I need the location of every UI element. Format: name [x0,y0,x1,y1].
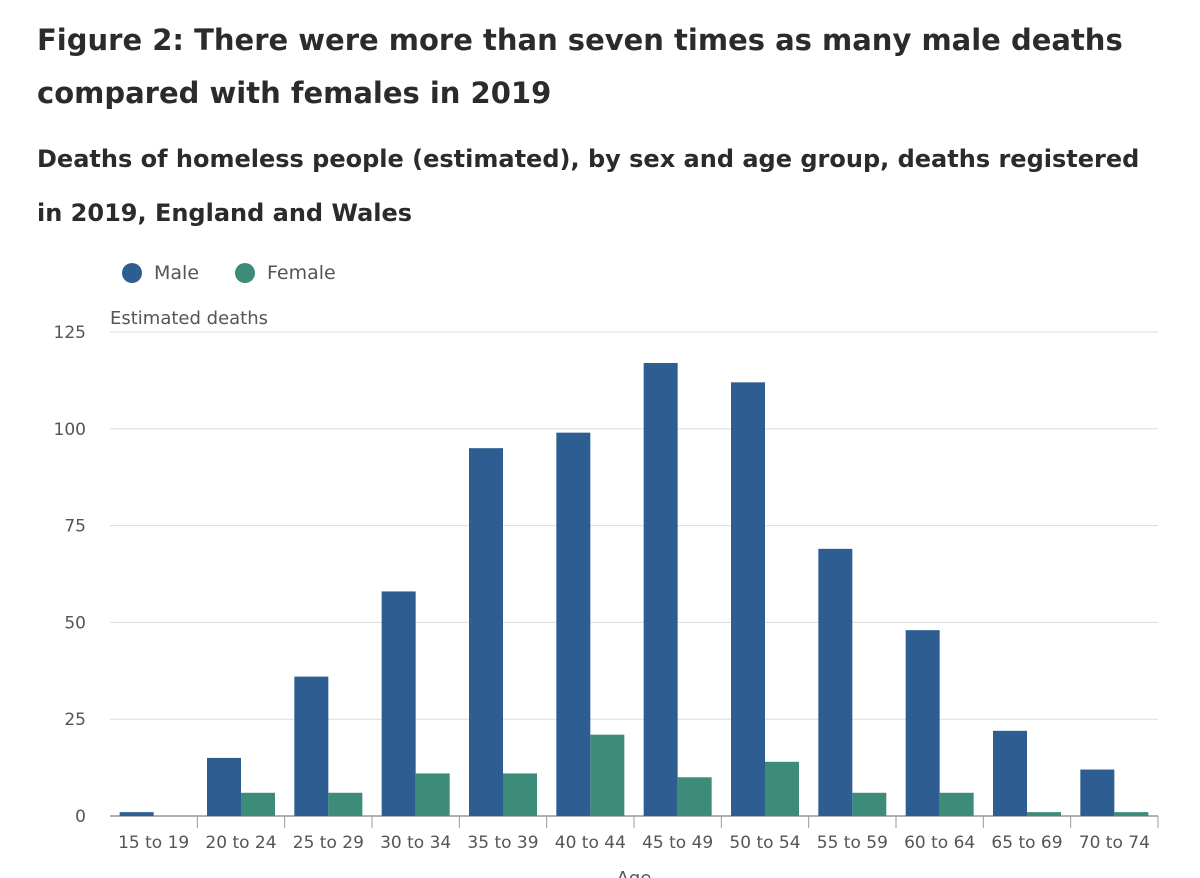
bar-male-10[interactable] [993,730,1027,816]
x-tick-label: 70 to 74 [1079,833,1150,853]
x-axis-label: Age [617,868,652,878]
bar-male-7[interactable] [731,382,765,816]
legend-label-female: Female [267,262,336,284]
figure-title: Figure 2: There were more than seven tim… [37,23,1123,110]
bar-female-3[interactable] [415,773,450,816]
x-tick-label: 45 to 49 [642,833,713,853]
bar-female-8[interactable] [852,792,887,816]
bar-male-5[interactable] [556,432,591,816]
x-tick-label: 30 to 34 [380,833,451,853]
y-tick-label: 25 [64,710,86,730]
bar-male-2[interactable] [294,676,329,816]
x-tick-label: 40 to 44 [555,833,626,853]
bar-female-1[interactable] [241,792,275,816]
figure-subtitle: Deaths of homeless people (estimated), b… [37,145,1140,227]
y-tick-label: 50 [64,613,86,633]
x-tick-label: 60 to 64 [904,833,975,853]
x-tick-label: 15 to 19 [118,833,189,853]
y-axis-label: Estimated deaths [110,308,269,329]
bar-female-4[interactable] [503,773,537,816]
legend-swatch-male [122,263,142,283]
x-tick-label: 65 to 69 [991,833,1062,853]
x-tick-label: 50 to 54 [729,833,800,853]
legend-label-male: Male [154,262,200,284]
bar-female-11[interactable] [1114,812,1149,816]
bar-female-5[interactable] [590,734,625,816]
bar-male-9[interactable] [905,630,940,816]
bar-female-10[interactable] [1027,812,1061,816]
bar-female-9[interactable] [939,792,974,816]
bar-male-4[interactable] [469,448,503,816]
bar-male-11[interactable] [1080,769,1115,816]
bar-male-1[interactable] [207,757,241,816]
bar-male-8[interactable] [818,548,853,816]
x-tick-label: 20 to 24 [205,833,276,853]
legend-item-female[interactable]: Female [235,262,336,284]
x-tick-label: 55 to 59 [817,833,888,853]
bar-female-2[interactable] [328,792,363,816]
x-tick-label: 25 to 29 [293,833,364,853]
y-tick-label: 75 [64,517,86,537]
y-tick-label: 125 [54,323,86,343]
bar-male-6[interactable] [643,362,678,816]
chart-legend: Male Female [122,262,372,284]
legend-swatch-female [235,263,256,283]
y-tick-label: 0 [75,807,86,827]
x-tick-label: 35 to 39 [467,833,538,853]
bar-male-3[interactable] [381,591,416,816]
bar-female-6[interactable] [677,777,712,816]
bar-male-0[interactable] [119,812,154,816]
legend-item-male[interactable]: Male [122,262,199,284]
bar-female-7[interactable] [765,761,799,816]
y-tick-label: 100 [54,420,86,440]
